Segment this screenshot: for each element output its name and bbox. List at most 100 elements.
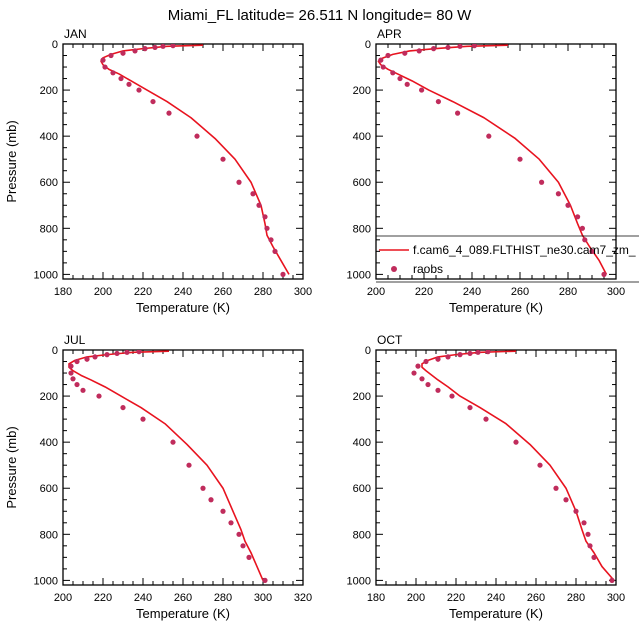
raobs-point [457,352,463,358]
x-tick-label: 240 [487,592,505,604]
raobs-point [142,46,148,52]
raobs-point [435,356,441,362]
raobs-point [411,370,417,376]
raobs-point [268,237,274,243]
raobs-point [539,179,545,185]
raobs-point [110,70,116,76]
raobs-point [565,202,571,208]
x-tick-label: 220 [134,286,152,298]
raobs-point [390,70,396,76]
legend-marker-swatch [391,266,397,272]
x-tick-label: 180 [367,592,385,604]
x-tick-label: 260 [214,286,232,298]
x-axis-label: Temperature (K) [449,606,543,621]
y-tick-label: 800 [353,529,371,541]
y-tick-label: 1000 [34,575,58,587]
raobs-point [120,404,126,411]
y-tick-label: 600 [40,483,58,495]
raobs-point [170,44,176,49]
data-layer-oct [411,350,615,583]
raobs-point [74,358,80,365]
x-tick-label: 320 [294,592,312,604]
y-tick-label: 600 [353,483,371,495]
x-tick-label: 260 [511,286,529,298]
raobs-point [475,350,481,355]
raobs-point [92,354,98,360]
raobs-point [124,350,130,355]
x-tick-label: 200 [407,592,425,604]
y-tick-label: 1000 [347,575,371,587]
raobs-point [166,110,172,116]
raobs-point [553,485,559,491]
data-layer-apr [377,44,608,277]
series-line-model [68,350,264,581]
raobs-point [449,393,455,399]
raobs-point [250,191,256,197]
raobs-point [380,64,386,70]
raobs-point [256,202,262,208]
raobs-point [160,44,166,49]
raobs-point [582,237,588,243]
raobs-point [108,52,114,59]
raobs-point [445,354,451,360]
panel-jan: JAN 180 200 220 240 260 280 300 0 200 400 600 800 100… [4,27,312,315]
raobs-point [402,50,408,56]
y-tick-label: 200 [353,391,371,403]
x-axis-label: Temperature (K) [136,300,230,315]
raobs-point [104,352,110,358]
raobs-point [435,98,441,105]
raobs-point [415,363,421,369]
raobs-point [236,179,242,185]
raobs-point [272,248,278,254]
raobs-point [609,577,615,583]
figure-title: Miami_FL latitude= 26.511 N longitude= 8… [168,7,472,24]
y-tick-label: 800 [40,529,58,541]
raobs-point [74,381,80,388]
raobs-point [264,225,270,231]
raobs-point [84,356,90,362]
raobs-point [513,439,519,445]
x-tick-label: 280 [567,592,585,604]
raobs-point [170,439,176,445]
raobs-point [136,87,142,93]
raobs-point [208,497,214,503]
raobs-point [589,248,595,254]
raobs-point [445,44,451,51]
raobs-point [455,110,461,116]
x-tick-label: 300 [254,592,272,604]
raobs-point [471,44,477,49]
x-tick-label: 240 [463,286,481,298]
plot-frame-jul [62,349,304,586]
raobs-point [262,214,268,220]
x-tick-label: 300 [607,286,625,298]
y-tick-label: 0 [365,345,371,357]
y-tick-label: 1000 [34,269,58,281]
raobs-point [486,133,492,139]
y-tick-label: 800 [353,223,371,235]
y-tick-label: 0 [52,39,58,51]
panel-oct: OCT 180 200 220 240 260 280 300 0 200 400 600 800 100… [347,333,626,621]
legend: f.cam6_4_089.FLTHIST_ne30.cam7_zm_raobs [376,235,639,283]
raobs-point [140,416,146,422]
raobs-point [517,156,523,162]
raobs-point [236,531,242,537]
raobs-point [419,87,425,93]
raobs-point [423,358,429,365]
raobs-point [132,48,138,54]
y-tick-label: 400 [353,131,371,143]
panel-title-oct: OCT [377,333,403,347]
y-tick-label: 200 [40,85,58,97]
raobs-point [246,554,252,560]
series-line-model [377,44,608,275]
x-tick-label: 220 [94,592,112,604]
x-tick-label: 200 [54,592,72,604]
x-tick-label: 280 [214,592,232,604]
raobs-point [96,393,102,399]
y-tick-label: 600 [40,177,58,189]
raobs-point [194,133,200,139]
raobs-point [240,543,246,549]
raobs-point [126,81,132,87]
raobs-point [114,350,120,357]
raobs-point [419,376,425,382]
